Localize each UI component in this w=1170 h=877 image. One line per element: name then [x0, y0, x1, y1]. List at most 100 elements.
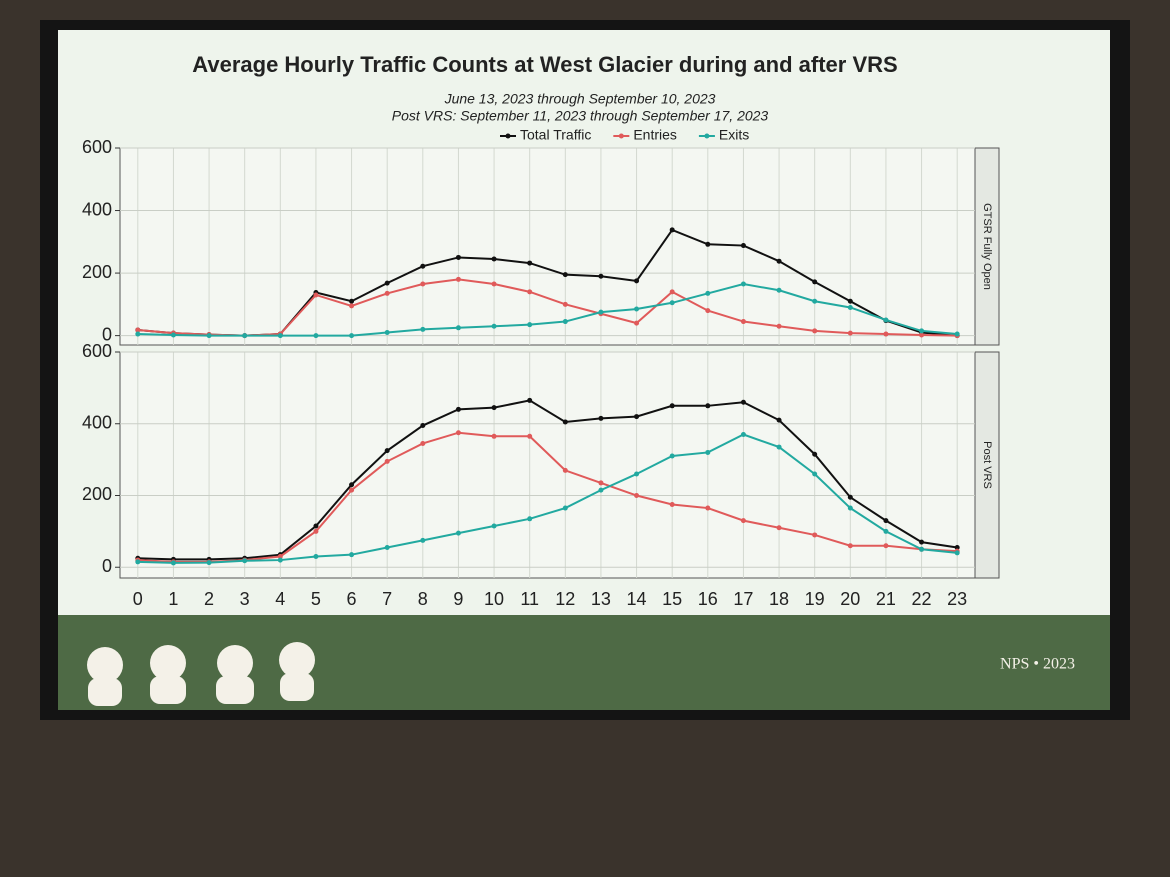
data-point — [491, 523, 497, 529]
x-tick-label: 10 — [484, 589, 504, 609]
data-point — [349, 303, 355, 309]
series-line — [137, 283, 958, 337]
data-point — [919, 332, 925, 338]
data-point — [277, 557, 283, 563]
data-point — [384, 448, 390, 454]
data-point — [598, 309, 604, 315]
data-point — [812, 279, 818, 285]
y-tick-label: 200 — [82, 262, 112, 282]
data-point — [740, 281, 746, 287]
data-point — [740, 518, 746, 524]
data-point — [527, 433, 533, 439]
x-tick-label: 9 — [453, 589, 463, 609]
x-tick-label: 8 — [418, 589, 428, 609]
legend-label: Exits — [719, 127, 749, 143]
x-tick-label: 5 — [311, 589, 321, 609]
data-point — [420, 440, 426, 446]
data-point — [954, 331, 960, 337]
data-point — [420, 423, 426, 429]
series-line — [137, 433, 958, 564]
x-tick-label: 6 — [347, 589, 357, 609]
data-point — [740, 399, 746, 405]
x-tick-label: 13 — [591, 589, 611, 609]
y-tick-label: 400 — [82, 412, 112, 432]
data-point — [847, 304, 853, 310]
data-point — [634, 414, 640, 420]
data-point — [384, 545, 390, 551]
data-point — [740, 319, 746, 325]
data-point — [313, 292, 319, 298]
data-point — [562, 467, 568, 473]
data-point — [847, 543, 853, 549]
data-point — [776, 525, 782, 531]
data-point — [705, 403, 711, 409]
data-point — [562, 272, 568, 278]
data-point — [954, 550, 960, 556]
data-point — [313, 333, 319, 339]
data-point — [527, 397, 533, 403]
data-point — [705, 505, 711, 511]
series-line — [137, 399, 958, 561]
data-point — [384, 290, 390, 296]
data-point — [242, 558, 248, 564]
x-tick-label: 7 — [382, 589, 392, 609]
x-tick-label: 18 — [769, 589, 789, 609]
data-point — [455, 254, 461, 260]
x-tick-label: 2 — [204, 589, 214, 609]
data-point — [919, 539, 925, 545]
data-point — [847, 330, 853, 336]
data-point — [669, 403, 675, 409]
data-point — [705, 241, 711, 247]
x-tick-label: 12 — [555, 589, 575, 609]
x-tick-label: 17 — [733, 589, 753, 609]
data-point — [740, 243, 746, 249]
data-point — [847, 494, 853, 500]
data-point — [135, 331, 141, 337]
data-point — [491, 256, 497, 262]
data-point — [847, 505, 853, 511]
data-point — [776, 323, 782, 329]
data-point — [919, 328, 925, 334]
data-point — [634, 320, 640, 326]
data-point — [634, 471, 640, 477]
x-tick-label: 14 — [627, 589, 647, 609]
panel-strip — [974, 147, 1000, 346]
data-point — [491, 323, 497, 329]
data-point — [669, 289, 675, 295]
data-point — [277, 333, 283, 339]
subtitle: Post VRS: September 11, 2023 through Sep… — [392, 108, 769, 124]
data-point — [883, 331, 889, 337]
data-point — [776, 287, 782, 293]
data-point — [455, 325, 461, 331]
data-point — [883, 528, 889, 534]
data-point — [349, 482, 355, 488]
data-point — [562, 419, 568, 425]
data-point — [562, 505, 568, 511]
x-tick-label: 19 — [805, 589, 825, 609]
data-point — [455, 530, 461, 536]
data-point — [277, 553, 283, 559]
data-point — [776, 417, 782, 423]
data-point — [349, 333, 355, 339]
y-tick-label: 600 — [82, 341, 112, 361]
data-point — [883, 543, 889, 549]
subtitle: June 13, 2023 through September 10, 2023 — [444, 91, 716, 107]
x-tick-label: 21 — [876, 589, 896, 609]
data-point — [491, 281, 497, 287]
data-point — [669, 501, 675, 507]
data-point — [598, 487, 604, 493]
panel-label: GTSR Fully Open — [981, 203, 993, 290]
data-point — [206, 560, 212, 566]
legend-label: Entries — [633, 127, 677, 143]
y-tick-label: 0 — [102, 324, 112, 344]
data-point — [705, 290, 711, 296]
data-point — [527, 260, 533, 266]
data-point — [954, 545, 960, 551]
legend-swatch — [704, 133, 710, 139]
data-point — [598, 415, 604, 421]
data-point — [705, 449, 711, 455]
data-point — [170, 332, 176, 338]
data-point — [634, 278, 640, 284]
